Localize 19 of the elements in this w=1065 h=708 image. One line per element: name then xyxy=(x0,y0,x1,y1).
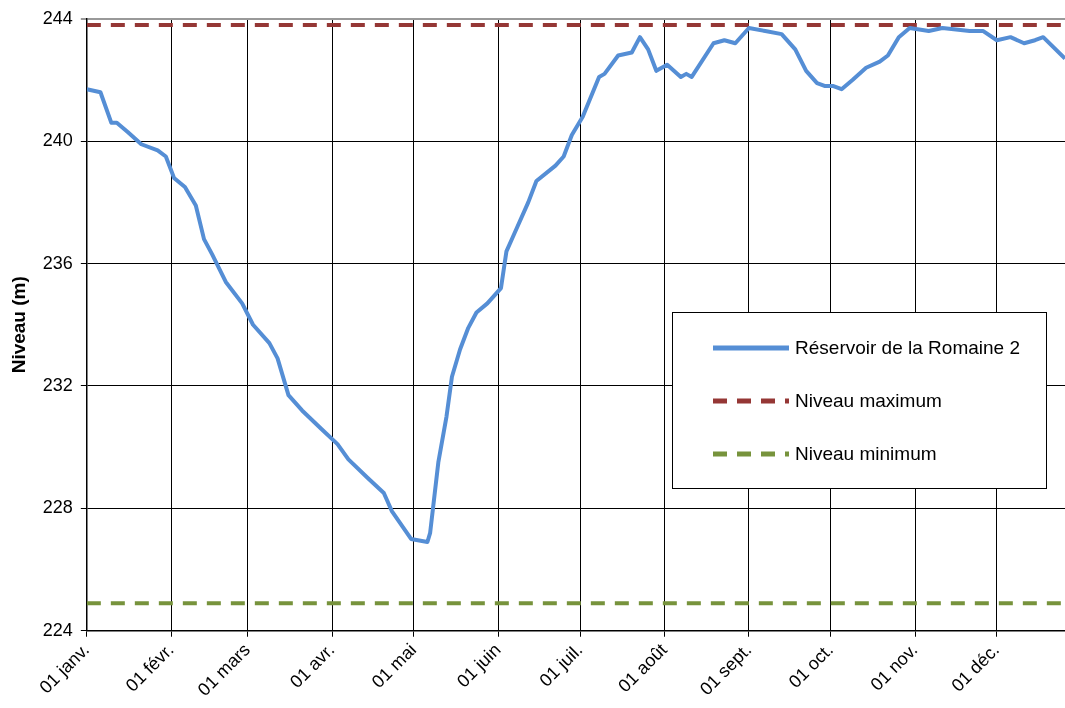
y-axis-title: Niveau (m) xyxy=(7,276,29,374)
x-tick-label: 01 sept. xyxy=(695,639,756,700)
x-tick-label: 01 oct. xyxy=(784,639,838,692)
legend-label: Niveau minimum xyxy=(795,442,937,465)
legend-label: Niveau maximum xyxy=(795,389,942,412)
x-tick-label: 01 avr. xyxy=(286,639,339,692)
x-tick-label: 01 juin xyxy=(452,639,505,692)
x-tick-label: 01 déc. xyxy=(947,639,1004,696)
y-tick-label: 240 xyxy=(42,130,73,151)
x-tick-label: 01 févr. xyxy=(121,639,178,696)
y-tick-label: 228 xyxy=(42,497,73,518)
legend-label: Réservoir de la Romaine 2 xyxy=(795,336,1020,359)
y-tick-label: 224 xyxy=(42,619,73,640)
x-tick-label: 01 mai xyxy=(367,639,421,692)
y-tick-label: 236 xyxy=(42,252,73,273)
x-tick-label: 01 juil. xyxy=(535,639,587,691)
y-tick-label: 244 xyxy=(42,7,73,28)
x-tick-label: 01 nov. xyxy=(866,639,922,695)
y-tick-label: 232 xyxy=(42,374,73,395)
